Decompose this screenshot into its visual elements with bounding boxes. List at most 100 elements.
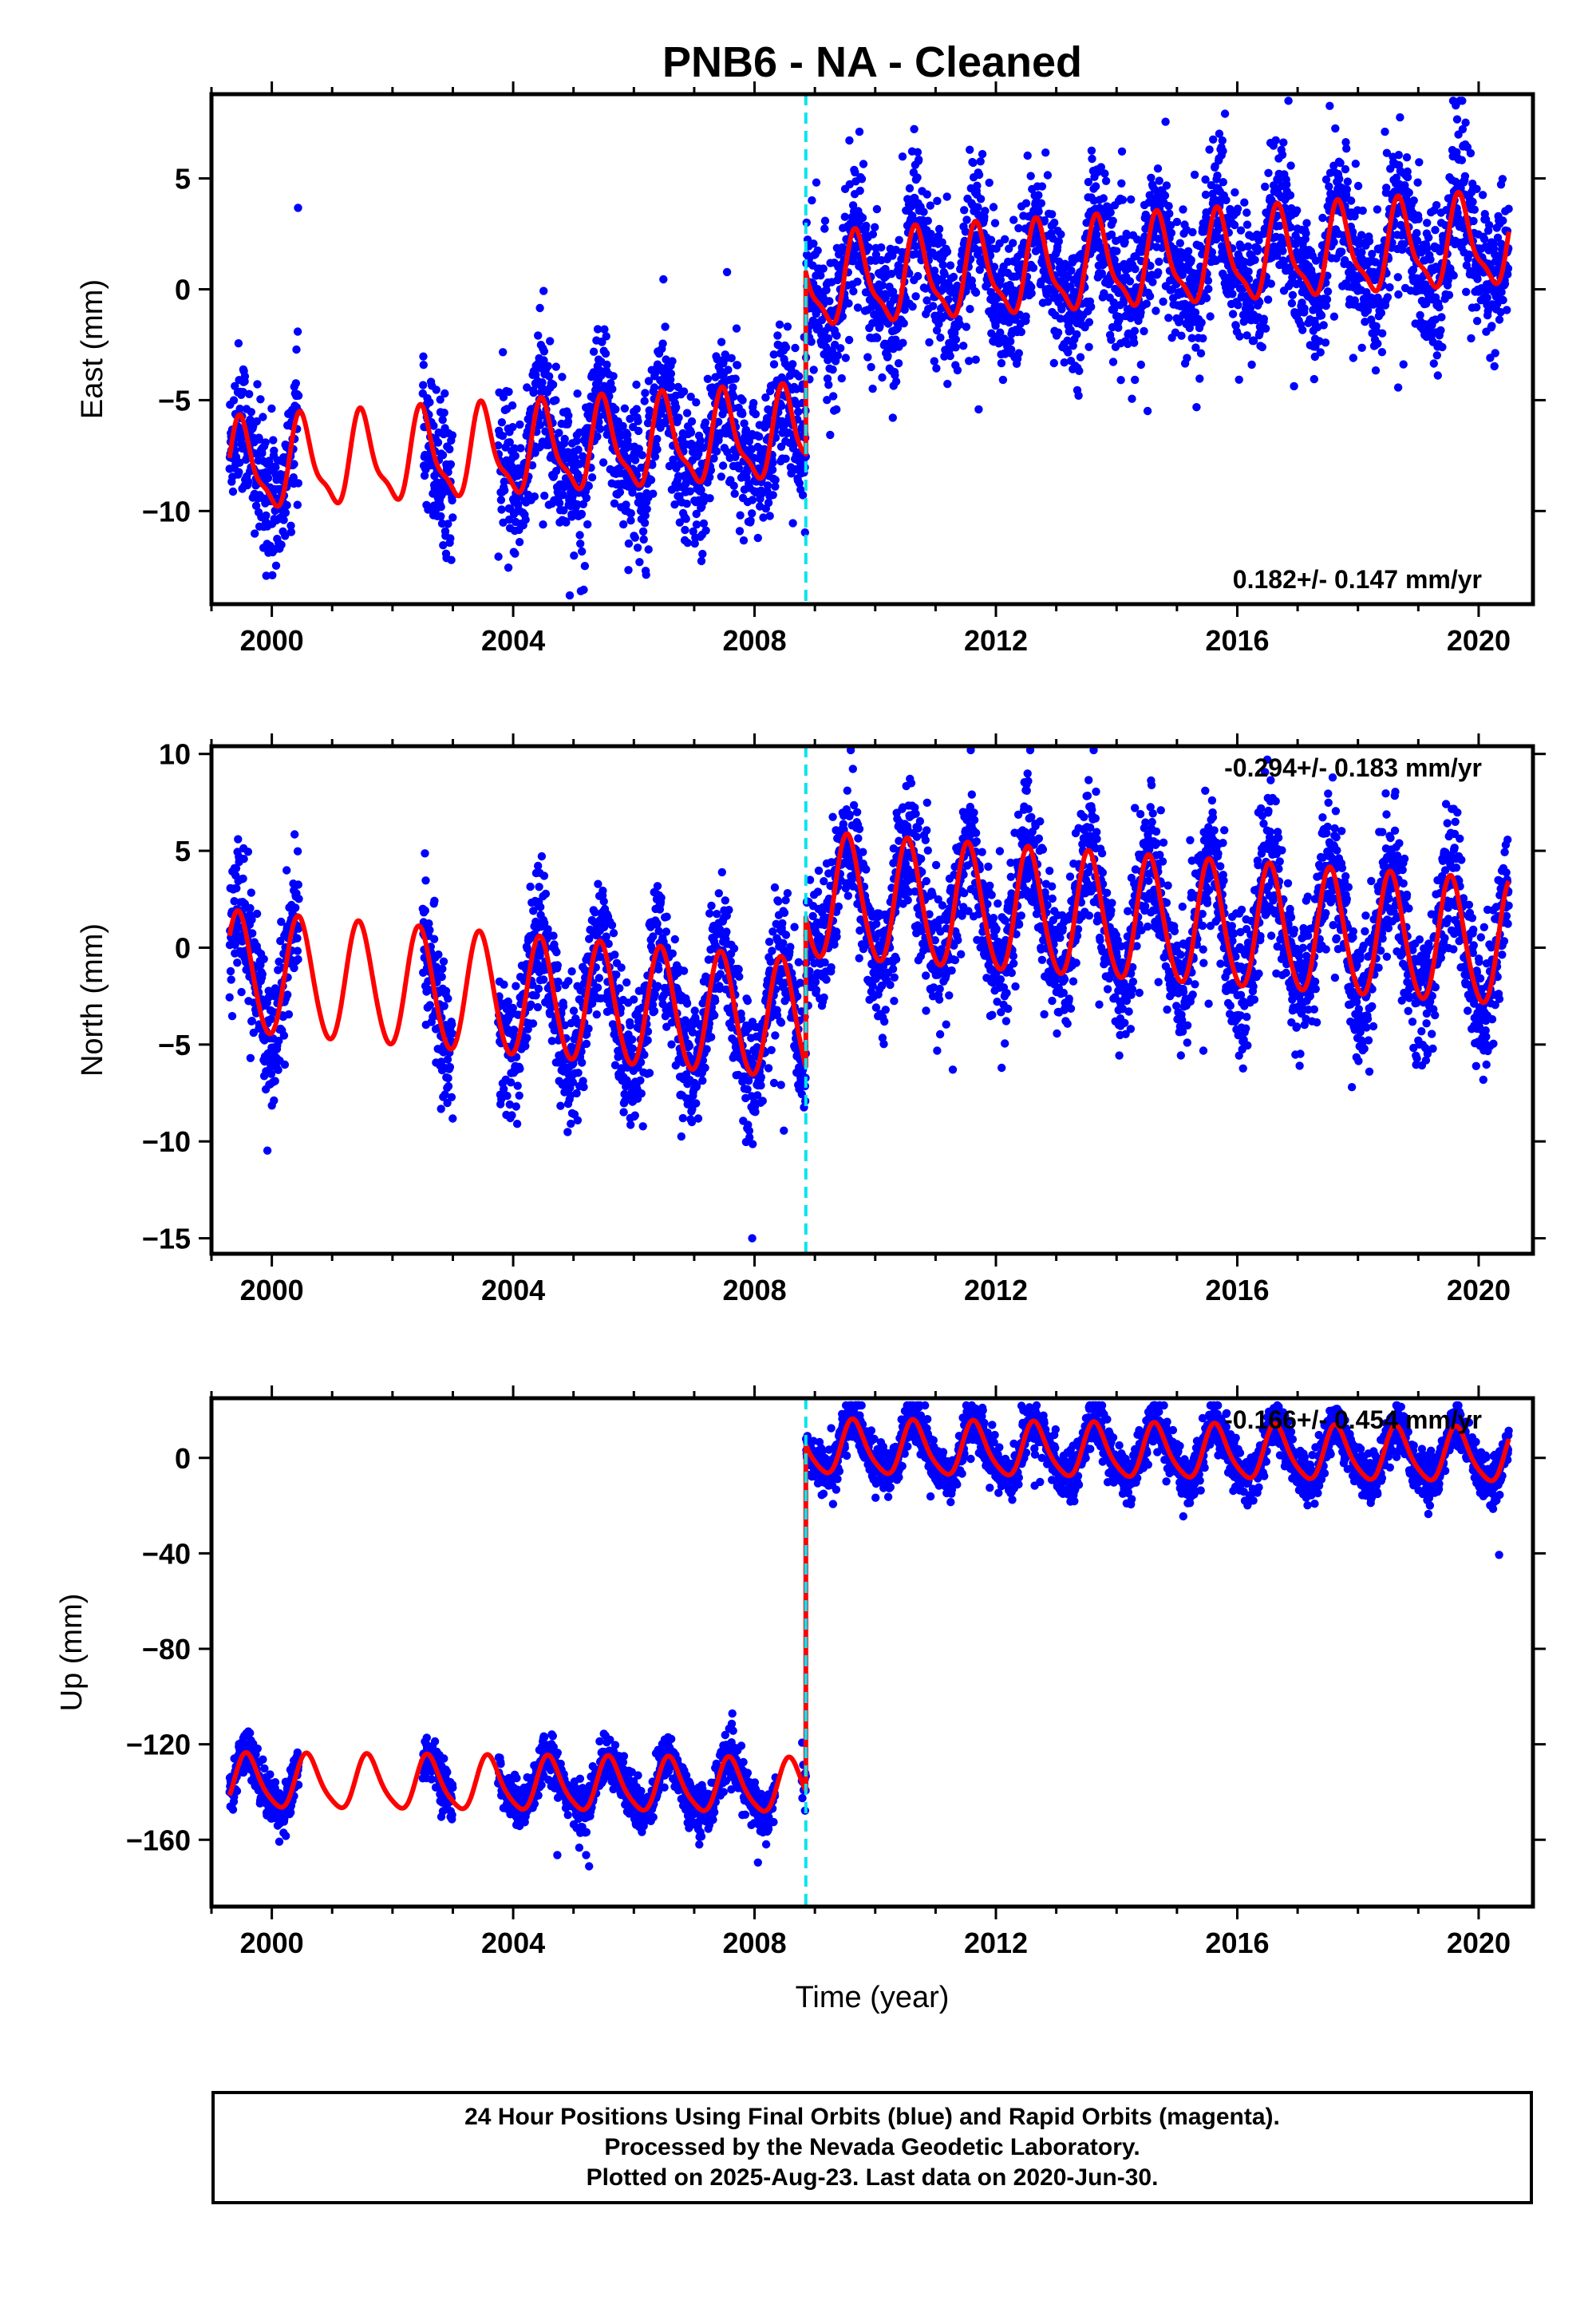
position-dot xyxy=(773,331,782,340)
position-dot xyxy=(1120,238,1129,247)
position-dot xyxy=(539,871,549,880)
position-dot xyxy=(1179,205,1187,214)
position-dot xyxy=(632,405,641,413)
position-dot xyxy=(1048,210,1057,219)
position-dot xyxy=(262,571,271,580)
position-dot xyxy=(537,852,547,861)
position-dot xyxy=(692,398,701,407)
position-dot xyxy=(913,173,922,182)
position-dot xyxy=(234,339,243,348)
position-dot xyxy=(533,1002,543,1012)
position-dot xyxy=(996,275,1005,284)
position-dot xyxy=(1187,255,1195,265)
position-dot xyxy=(835,250,843,259)
position-dot xyxy=(685,487,694,496)
position-dot xyxy=(271,561,281,570)
position-dot xyxy=(448,431,457,440)
position-dot xyxy=(1272,251,1282,260)
position-dot xyxy=(1100,289,1108,298)
position-dot xyxy=(240,372,250,381)
position-dot xyxy=(867,362,875,372)
position-dot xyxy=(1057,230,1065,239)
position-dot xyxy=(293,847,302,856)
position-dot xyxy=(513,1081,522,1090)
position-dot xyxy=(642,571,650,579)
position-dot xyxy=(1319,321,1328,330)
position-dot xyxy=(768,491,777,500)
position-dot xyxy=(1215,129,1224,138)
position-dot xyxy=(271,1077,279,1085)
position-dot xyxy=(1230,220,1239,230)
position-dot xyxy=(973,181,982,190)
position-dot xyxy=(910,124,918,133)
position-dot xyxy=(687,417,697,426)
position-dot xyxy=(974,405,983,414)
position-dot xyxy=(618,421,627,431)
position-dot xyxy=(925,338,934,347)
position-dot xyxy=(434,950,443,959)
position-dot xyxy=(1258,342,1267,352)
position-dot xyxy=(981,207,990,215)
position-dot xyxy=(738,396,747,405)
position-dot xyxy=(1222,196,1231,204)
position-dot xyxy=(1034,191,1043,200)
position-dot xyxy=(1066,326,1075,334)
position-dot xyxy=(446,534,455,543)
position-dot xyxy=(1162,181,1171,190)
position-dot xyxy=(1271,136,1280,144)
position-dot xyxy=(961,227,970,236)
position-dot xyxy=(580,562,590,571)
position-dot xyxy=(823,396,832,405)
position-dot xyxy=(1278,247,1287,255)
position-dot xyxy=(666,370,676,378)
position-dot xyxy=(771,482,780,491)
position-dot xyxy=(933,196,942,205)
position-dot xyxy=(515,538,524,547)
position-dot xyxy=(844,299,853,308)
position-dot xyxy=(444,1081,453,1091)
position-dot xyxy=(536,903,545,911)
position-dot xyxy=(638,451,646,460)
position-dot xyxy=(788,360,797,369)
position-dot xyxy=(1341,164,1350,174)
position-dot xyxy=(641,389,650,397)
position-dot xyxy=(816,271,825,280)
position-dot xyxy=(292,345,301,354)
position-dot xyxy=(1264,168,1273,177)
position-dot xyxy=(1023,151,1032,160)
position-dot xyxy=(429,421,438,430)
position-dot xyxy=(809,366,818,374)
position-dot xyxy=(679,387,689,396)
position-dot xyxy=(1026,172,1035,180)
position-dot xyxy=(717,338,726,346)
position-dot xyxy=(899,319,908,328)
position-dot xyxy=(584,481,593,491)
position-dot xyxy=(729,481,738,490)
position-dot xyxy=(1462,287,1471,296)
position-dot xyxy=(837,373,847,383)
position-dot xyxy=(960,206,969,215)
position-dot xyxy=(674,413,683,422)
position-dot xyxy=(820,224,829,233)
position-dot xyxy=(861,288,871,297)
position-dot xyxy=(1266,279,1276,288)
position-dot xyxy=(976,157,985,166)
position-dot xyxy=(974,170,984,180)
position-dot xyxy=(1286,191,1295,200)
position-dot xyxy=(639,535,648,544)
position-dot xyxy=(496,496,506,504)
position-dot xyxy=(893,323,903,332)
position-dot xyxy=(560,434,569,444)
position-dot xyxy=(701,418,710,427)
position-dot xyxy=(873,334,882,342)
position-dot xyxy=(667,381,676,391)
position-dot xyxy=(659,275,668,284)
position-dot xyxy=(1394,290,1403,299)
velocity-label: 0.182+/- 0.147 mm/yr xyxy=(1233,565,1482,594)
position-dot xyxy=(1357,248,1366,257)
position-dot xyxy=(438,451,448,460)
x-tick-label: 2008 xyxy=(723,624,787,657)
position-dot xyxy=(1357,343,1366,352)
position-dot xyxy=(608,385,617,393)
position-dot xyxy=(949,272,958,282)
